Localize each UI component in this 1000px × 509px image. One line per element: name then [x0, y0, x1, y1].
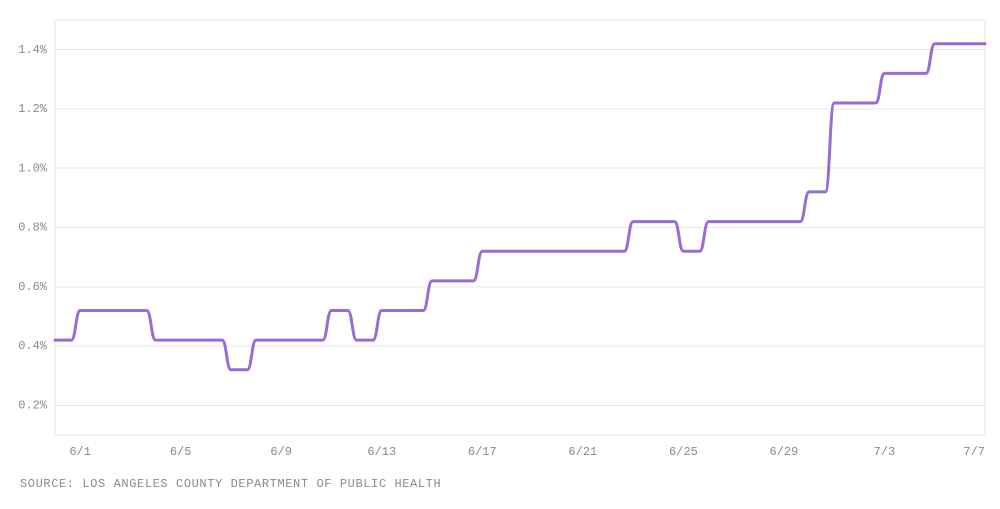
x-tick-label: 6/21 [568, 445, 597, 459]
series [55, 44, 985, 370]
x-axis-labels: 6/1 6/5 6/9 6/13 6/17 6/21 6/25 6/29 7/3 7/7 [69, 445, 985, 459]
x-tick-label: 6/25 [669, 445, 698, 459]
x-tick-label: 6/29 [770, 445, 799, 459]
chart-container: 0.2%0.4%0.6%0.8%1.0%1.2%1.4% 6/16/56/96/… [0, 0, 1000, 509]
y-tick-label: 0.4% [18, 339, 48, 353]
y-tick-label: 0.8% [18, 221, 48, 235]
x-tick-label: 6/5 [170, 445, 192, 459]
x-tick-label: 6/13 [367, 445, 396, 459]
x-tick-label: 7/7 [963, 445, 985, 459]
x-tick-label: 6/9 [270, 445, 292, 459]
y-tick-label: 0.6% [18, 280, 48, 294]
y-tick-label: 1.0% [18, 161, 48, 175]
y-tick-label: 1.4% [18, 43, 48, 57]
y-axis-labels: 0.2% 0.4% 0.6% 0.8% 1.0% 1.2% 1.4% [18, 43, 48, 413]
series-line-positivity-rate [55, 44, 985, 370]
x-tick-label: 6/1 [69, 445, 91, 459]
x-tick-label: 7/3 [874, 445, 896, 459]
y-tick-label: 0.2% [18, 399, 48, 413]
chart-svg: 0.2%0.4%0.6%0.8%1.0%1.2%1.4% 6/16/56/96/… [0, 10, 1000, 460]
x-tick-label: 6/17 [468, 445, 497, 459]
source-attribution: SOURCE: LOS ANGELES COUNTY DEPARTMENT OF… [20, 477, 441, 491]
y-tick-label: 1.2% [18, 102, 48, 116]
